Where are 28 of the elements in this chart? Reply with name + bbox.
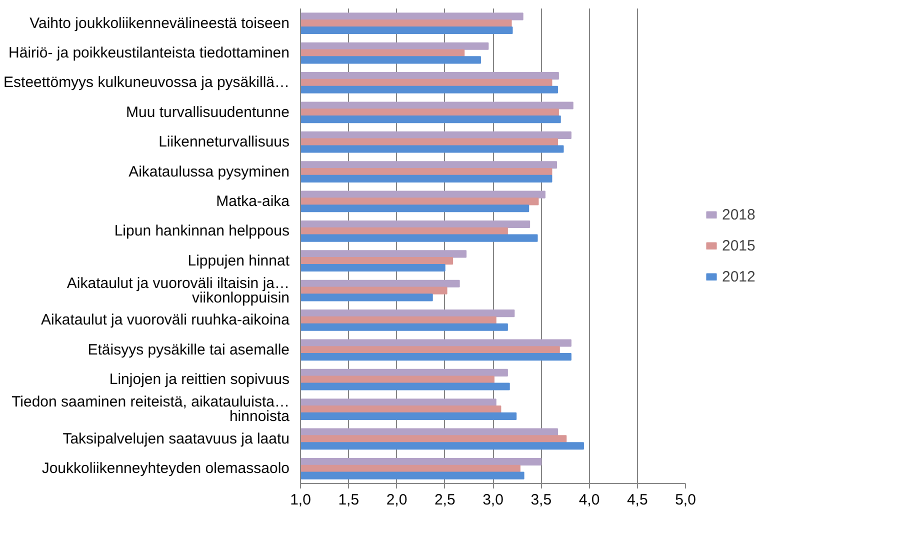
x-tick-label: 4,0 <box>578 492 600 508</box>
y-tick-label: Esteettömyys kulkuneuvossa ja pysäkillä… <box>4 74 290 92</box>
x-tick-label: 1,0 <box>290 492 311 508</box>
x-tick-label: 2,5 <box>434 492 456 508</box>
x-tick-label: 3,5 <box>530 492 552 508</box>
y-tick-label: Aikataulut ja vuoroväli ruuhka-aikoina <box>41 312 290 329</box>
y-tick-label: Häiriö- ja poikkeustilanteista tiedottaminen <box>8 44 290 62</box>
y-tick-label: Tiedon saaminen reiteistä, aikatauluista… hinnoista <box>12 394 290 426</box>
x-tick-label: 4,5 <box>626 492 648 508</box>
y-tick-label: Aikataulussa pysyminen <box>128 163 290 180</box>
x-tick-label: 1,5 <box>338 492 360 508</box>
y-tick-label: Taksipalvelujen saatavuus ja laatu <box>62 430 290 448</box>
y-tick-label: Linjojen ja reittien sopivuus <box>109 371 290 388</box>
x-tick-label: 3,0 <box>482 492 504 508</box>
y-tick-label: Muu turvallisuudentunne <box>126 104 290 121</box>
y-tick-label: Aikataulut ja vuoroväli iltaisin ja… viikonloppuisin <box>66 274 290 306</box>
legend-label: 2018 <box>722 206 756 223</box>
legend-label: 2012 <box>722 268 756 285</box>
y-tick-label: Etäisyys pysäkille tai asemalle <box>88 341 290 358</box>
y-tick-label: Matka-aika <box>216 192 290 210</box>
x-tick-label: 5,0 <box>675 492 696 508</box>
x-tick-label: 2,0 <box>386 492 408 508</box>
y-tick-label: Joukkoliikenneyhteyden olemassaolo <box>42 460 290 478</box>
y-tick-label: Lippujen hinnat <box>188 252 290 270</box>
y-tick-label: Lipun hankinnan helppous <box>114 222 290 240</box>
y-tick-label: Vaihto joukkoliikennevälineestä toiseen <box>30 14 290 32</box>
legend-label: 2015 <box>722 237 756 254</box>
y-tick-label: Liikenneturvallisuus <box>158 134 290 151</box>
